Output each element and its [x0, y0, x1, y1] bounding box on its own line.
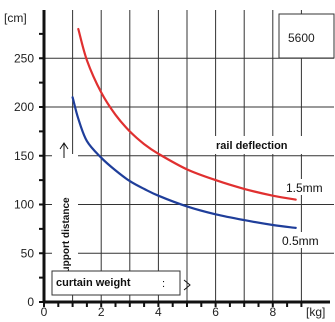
curtain-weight-arrow-head — [183, 279, 191, 291]
y-unit-label: [cm] — [4, 11, 27, 25]
y-tick-label: 0 — [27, 295, 34, 309]
curtain-weight-colon: : — [162, 278, 165, 290]
tick-labels: 0 50 100 150 200 250 0 2 4 6 8 — [14, 51, 276, 319]
x-tick-label: 4 — [155, 305, 162, 319]
x-unit-label: [kg] — [306, 305, 325, 319]
support-distance-label: support distance — [61, 197, 72, 278]
series-label-0-5mm: 0.5mm — [282, 234, 319, 248]
y-tick-label: 200 — [14, 100, 34, 114]
rail-deflection-label: rail deflection — [216, 140, 288, 152]
support-distance-bg — [52, 154, 78, 282]
y-tick-label: 100 — [14, 198, 34, 212]
support-distance-arrow-head — [59, 142, 69, 150]
model-box-label: 5600 — [288, 31, 315, 45]
model-box — [278, 13, 335, 59]
series-curve-1-5mm — [77, 27, 297, 201]
y-tick-label: 50 — [21, 246, 35, 260]
x-tick-label: 8 — [269, 305, 276, 319]
series-label-1-5mm: 1.5mm — [286, 181, 323, 195]
curtain-weight-label: curtain weight — [56, 277, 131, 289]
x-tick-label: 6 — [212, 305, 219, 319]
curtain-weight-box — [51, 270, 181, 296]
x-tick-label: 0 — [41, 305, 48, 319]
series-label-bg-0 — [280, 232, 332, 248]
series-curves — [71, 27, 297, 229]
series-label-bg-1 — [282, 179, 332, 195]
tick-marks — [39, 32, 303, 307]
rail-deflection-bg — [212, 136, 308, 154]
y-tick-label: 150 — [14, 149, 34, 163]
y-tick-label: 250 — [14, 51, 34, 65]
x-tick-label: 2 — [98, 305, 105, 319]
series-curve-0-5mm — [71, 96, 297, 229]
